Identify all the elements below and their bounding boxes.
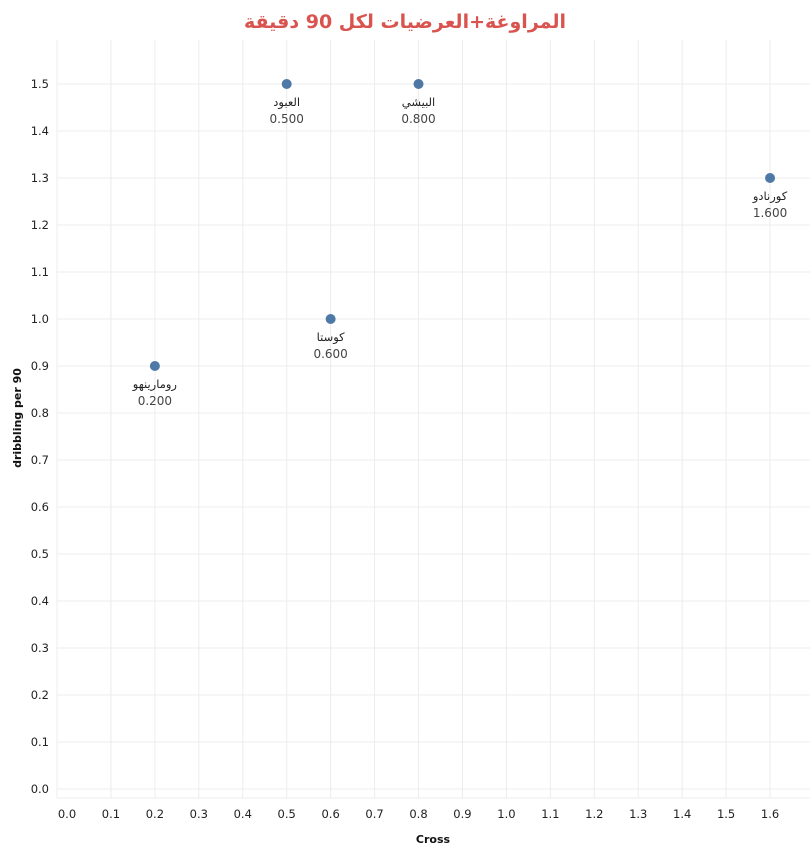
- data-point-group: البيشي 0.800: [401, 79, 436, 126]
- x-tick-label: 0.2: [146, 807, 164, 821]
- y-tick-label: 1.0: [31, 312, 49, 326]
- y-tick-label: 0.6: [31, 500, 49, 514]
- x-tick-label: 0.1: [102, 807, 120, 821]
- x-tick-label: 1.1: [541, 807, 559, 821]
- data-point-group: العبود 0.500: [270, 79, 304, 126]
- data-point-value-label: 0.600: [313, 347, 347, 361]
- x-axis-ticks: 0.0 0.1 0.2 0.3 0.4 0.5 0.6 0.7 0.8 0.9 1.0 1.1 1.2 1…: [58, 807, 779, 821]
- data-point-group: كورنادو 1.600: [752, 173, 788, 220]
- data-point-value-label: 0.500: [270, 112, 304, 126]
- y-tick-label: 1.3: [31, 171, 49, 185]
- y-tick-label: 0.0: [31, 782, 49, 796]
- y-tick-label: 0.9: [31, 359, 49, 373]
- data-point-value-label: 0.800: [401, 112, 435, 126]
- x-tick-label: 0.4: [234, 807, 252, 821]
- data-point-label: العبود: [273, 95, 300, 110]
- x-tick-label: 0.7: [365, 807, 383, 821]
- data-points: العبود 0.500 البيشي 0.800 كورنادو 1.600 كوستا 0…: [132, 79, 788, 408]
- x-tick-label: 0.3: [190, 807, 208, 821]
- x-tick-label: 0.8: [409, 807, 427, 821]
- x-tick-label: 1.4: [673, 807, 691, 821]
- data-point-label: كوستا: [317, 330, 346, 345]
- data-point-label: رومارينهو: [132, 377, 177, 392]
- data-point-marker[interactable]: [149, 361, 160, 371]
- data-point-marker[interactable]: [281, 79, 292, 89]
- x-tick-label: 1.6: [761, 807, 779, 821]
- data-point-group: كوستا 0.600: [313, 314, 348, 361]
- data-point-label: البيشي: [402, 95, 435, 109]
- y-tick-label: 0.2: [31, 688, 49, 702]
- x-tick-label: 0.9: [453, 807, 471, 821]
- y-axis-ticks: 0.0 0.1 0.2 0.3 0.4 0.5 0.6 0.7 0.8 0.9 1.0 1.1 1.2 1…: [31, 77, 49, 796]
- data-point-label: كورنادو: [752, 189, 788, 204]
- y-tick-label: 1.4: [31, 124, 49, 138]
- x-tick-label: 1.5: [717, 807, 735, 821]
- x-tick-label: 1.0: [497, 807, 515, 821]
- x-tick-label: 0.5: [278, 807, 296, 821]
- data-point-value-label: 1.600: [753, 206, 787, 220]
- y-tick-label: 1.2: [31, 218, 49, 232]
- y-tick-label: 0.4: [31, 594, 49, 608]
- data-point-marker[interactable]: [413, 79, 424, 89]
- y-tick-label: 0.3: [31, 641, 49, 655]
- data-point-marker[interactable]: [325, 314, 336, 324]
- y-axis-title: dribbling per 90: [11, 368, 24, 468]
- x-tick-label: 1.2: [585, 807, 603, 821]
- chart-title: المراوغة+العرضيات لكل 90 دقيقة: [244, 11, 566, 33]
- x-tick-label: 0.6: [321, 807, 339, 821]
- y-tick-label: 0.7: [31, 453, 49, 467]
- data-point-marker[interactable]: [765, 173, 776, 183]
- data-point-group: رومارينهو 0.200: [132, 361, 177, 408]
- data-point-value-label: 0.200: [138, 394, 172, 408]
- y-tick-label: 0.5: [31, 547, 49, 561]
- grid-layer: [56, 40, 810, 799]
- x-tick-label: 1.3: [629, 807, 647, 821]
- y-tick-label: 1.5: [31, 77, 49, 91]
- x-tick-label: 0.0: [58, 807, 76, 821]
- x-axis-title: Cross: [416, 833, 451, 846]
- y-tick-label: 1.1: [31, 265, 49, 279]
- y-tick-label: 0.8: [31, 406, 49, 420]
- y-tick-label: 0.1: [31, 735, 49, 749]
